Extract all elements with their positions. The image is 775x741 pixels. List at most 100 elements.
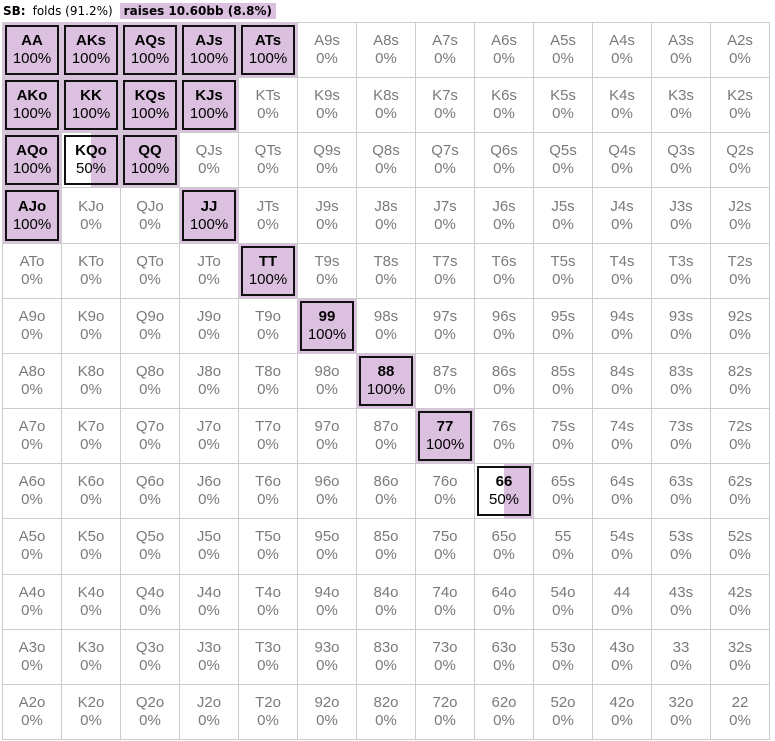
hand-cell-74s[interactable]: 74s 0% (593, 409, 652, 465)
hand-cell-54o[interactable]: 54o 0% (534, 574, 593, 630)
hand-cell-JTo[interactable]: JTo 0% (180, 243, 239, 299)
hand-cell-Q8s[interactable]: Q8s 0% (357, 133, 416, 189)
hand-cell-Q5s[interactable]: Q5s 0% (534, 133, 593, 189)
hand-cell-T9s[interactable]: T9s 0% (298, 243, 357, 299)
hand-cell-87o[interactable]: 87o 0% (357, 409, 416, 465)
hand-cell-T9o[interactable]: T9o 0% (239, 298, 298, 354)
hand-cell-43s[interactable]: 43s 0% (652, 574, 711, 630)
hand-cell-83s[interactable]: 83s 0% (652, 353, 711, 410)
hand-cell-J2s[interactable]: J2s 0% (711, 188, 770, 244)
hand-cell-73s[interactable]: 73s 0% (652, 409, 711, 465)
hand-cell-64o[interactable]: 64o 0% (475, 574, 534, 630)
hand-cell-QJo[interactable]: QJo 0% (121, 188, 180, 244)
hand-cell-92o[interactable]: 92o 0% (298, 684, 357, 740)
hand-cell-K2o[interactable]: K2o 0% (62, 684, 121, 740)
hand-cell-Q5o[interactable]: Q5o 0% (121, 519, 180, 575)
hand-cell-T5o[interactable]: T5o 0% (239, 519, 298, 575)
hand-cell-97s[interactable]: 97s 0% (416, 298, 475, 354)
hand-cell-J4o[interactable]: J4o 0% (180, 574, 239, 630)
hand-cell-75o[interactable]: 75o 0% (416, 519, 475, 575)
hand-cell-Q2s[interactable]: Q2s 0% (711, 133, 770, 189)
hand-cell-64s[interactable]: 64s 0% (593, 464, 652, 520)
hand-cell-AJo[interactable]: AJo 100% (3, 188, 62, 244)
hand-cell-K5o[interactable]: K5o 0% (62, 519, 121, 575)
hand-cell-95s[interactable]: 95s 0% (534, 298, 593, 354)
hand-cell-A5o[interactable]: A5o 0% (3, 519, 62, 575)
hand-cell-A7o[interactable]: A7o 0% (3, 409, 62, 465)
hand-cell-94s[interactable]: 94s 0% (593, 298, 652, 354)
hand-cell-T4s[interactable]: T4s 0% (593, 243, 652, 299)
hand-cell-QJs[interactable]: QJs 0% (180, 133, 239, 189)
hand-cell-84s[interactable]: 84s 0% (593, 353, 652, 410)
hand-cell-A5s[interactable]: A5s 0% (534, 23, 593, 79)
hand-cell-Q9s[interactable]: Q9s 0% (298, 133, 357, 189)
hand-cell-A9s[interactable]: A9s 0% (298, 23, 357, 79)
hand-cell-AQo[interactable]: AQo 100% (3, 133, 62, 189)
hand-cell-K9s[interactable]: K9s 0% (298, 78, 357, 134)
hand-cell-K8s[interactable]: K8s 0% (357, 78, 416, 134)
hand-cell-96s[interactable]: 96s 0% (475, 298, 534, 354)
hand-cell-J7o[interactable]: J7o 0% (180, 409, 239, 465)
hand-cell-Q7o[interactable]: Q7o 0% (121, 409, 180, 465)
hand-cell-T4o[interactable]: T4o 0% (239, 574, 298, 630)
hand-cell-K9o[interactable]: K9o 0% (62, 298, 121, 354)
hand-cell-ATs[interactable]: ATs 100% (239, 23, 298, 79)
hand-cell-Q6s[interactable]: Q6s 0% (475, 133, 534, 189)
hand-cell-42s[interactable]: 42s 0% (711, 574, 770, 630)
hand-cell-53o[interactable]: 53o 0% (534, 629, 593, 685)
hand-cell-T3s[interactable]: T3s 0% (652, 243, 711, 299)
hand-cell-76o[interactable]: 76o 0% (416, 464, 475, 520)
hand-cell-J5s[interactable]: J5s 0% (534, 188, 593, 244)
hand-cell-55[interactable]: 55 0% (534, 519, 593, 575)
hand-cell-T7o[interactable]: T7o 0% (239, 409, 298, 465)
hand-cell-Q4o[interactable]: Q4o 0% (121, 574, 180, 630)
hand-cell-KTs[interactable]: KTs 0% (239, 78, 298, 134)
hand-cell-T6s[interactable]: T6s 0% (475, 243, 534, 299)
hand-cell-52o[interactable]: 52o 0% (534, 684, 593, 740)
hand-cell-92s[interactable]: 92s 0% (711, 298, 770, 354)
hand-cell-A2o[interactable]: A2o 0% (3, 684, 62, 740)
hand-cell-J9s[interactable]: J9s 0% (298, 188, 357, 244)
hand-cell-A7s[interactable]: A7s 0% (416, 23, 475, 79)
hand-cell-A3o[interactable]: A3o 0% (3, 629, 62, 685)
hand-cell-K6s[interactable]: K6s 0% (475, 78, 534, 134)
hand-cell-AQs[interactable]: AQs 100% (121, 23, 180, 79)
hand-cell-87s[interactable]: 87s 0% (416, 353, 475, 410)
hand-cell-82s[interactable]: 82s 0% (711, 353, 770, 410)
hand-cell-KQs[interactable]: KQs 100% (121, 78, 180, 134)
hand-cell-KJo[interactable]: KJo 0% (62, 188, 121, 244)
hand-cell-75s[interactable]: 75s 0% (534, 409, 593, 465)
hand-cell-JJ[interactable]: JJ 100% (180, 188, 239, 244)
hand-cell-52s[interactable]: 52s 0% (711, 519, 770, 575)
hand-cell-99[interactable]: 99 100% (298, 298, 357, 354)
hand-cell-66[interactable]: 66 50% (475, 464, 534, 520)
hand-cell-J8o[interactable]: J8o 0% (180, 353, 239, 410)
hand-cell-32o[interactable]: 32o 0% (652, 684, 711, 740)
hand-cell-83o[interactable]: 83o 0% (357, 629, 416, 685)
hand-cell-77[interactable]: 77 100% (416, 409, 475, 465)
hand-cell-K5s[interactable]: K5s 0% (534, 78, 593, 134)
hand-cell-K7o[interactable]: K7o 0% (62, 409, 121, 465)
hand-cell-K7s[interactable]: K7s 0% (416, 78, 475, 134)
hand-cell-Q3s[interactable]: Q3s 0% (652, 133, 711, 189)
hand-cell-A2s[interactable]: A2s 0% (711, 23, 770, 79)
hand-cell-97o[interactable]: 97o 0% (298, 409, 357, 465)
hand-cell-72o[interactable]: 72o 0% (416, 684, 475, 740)
hand-cell-KQo[interactable]: KQo 50% (62, 133, 121, 189)
hand-cell-62s[interactable]: 62s 0% (711, 464, 770, 520)
hand-cell-Q9o[interactable]: Q9o 0% (121, 298, 180, 354)
hand-cell-J6s[interactable]: J6s 0% (475, 188, 534, 244)
hand-cell-K3o[interactable]: K3o 0% (62, 629, 121, 685)
hand-cell-85o[interactable]: 85o 0% (357, 519, 416, 575)
hand-cell-32s[interactable]: 32s 0% (711, 629, 770, 685)
hand-cell-Q8o[interactable]: Q8o 0% (121, 353, 180, 410)
hand-cell-T8s[interactable]: T8s 0% (357, 243, 416, 299)
hand-cell-KK[interactable]: KK 100% (62, 78, 121, 134)
hand-cell-63s[interactable]: 63s 0% (652, 464, 711, 520)
hand-cell-TT[interactable]: TT 100% (239, 243, 298, 299)
hand-cell-K8o[interactable]: K8o 0% (62, 353, 121, 410)
hand-cell-93o[interactable]: 93o 0% (298, 629, 357, 685)
hand-cell-88[interactable]: 88 100% (357, 353, 416, 410)
hand-cell-JTs[interactable]: JTs 0% (239, 188, 298, 244)
hand-cell-76s[interactable]: 76s 0% (475, 409, 534, 465)
